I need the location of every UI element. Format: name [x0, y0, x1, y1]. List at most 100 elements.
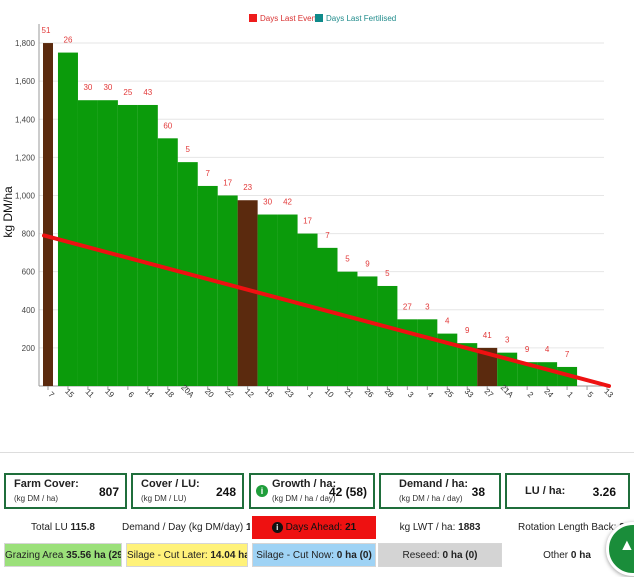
bar-label: 4 — [545, 345, 550, 354]
bar — [43, 43, 53, 386]
bar — [417, 319, 438, 386]
bar-label: 30 — [83, 83, 92, 92]
y-tick-label: 800 — [22, 230, 36, 239]
growth-per-ha-card[interactable]: i Growth / ha: (kg DM / ha / day) 42 (58… — [249, 473, 375, 509]
grazing-area-label: Grazing Area — [5, 550, 67, 561]
silage-cut-later-pill[interactable]: Silage - Cut Later: 14.04 ha (7) — [126, 543, 248, 567]
bar — [517, 362, 538, 386]
reseed-label: Reseed: — [402, 550, 443, 561]
growth-per-ha-value: 42 (58) — [328, 485, 367, 499]
up-arrow-icon: ▲ — [619, 537, 634, 554]
x-tick-label: 16 — [263, 387, 276, 400]
y-tick-label: 1,200 — [15, 153, 36, 162]
x-tick-label: 14 — [143, 387, 156, 400]
farm-cover-title: Farm Cover: — [14, 478, 79, 490]
demand-line — [42, 233, 611, 388]
silage-cut-now-pill[interactable]: Silage - Cut Now: 0 ha (0) — [252, 543, 376, 567]
y-tick-label: 1,400 — [15, 115, 36, 124]
bar-label: 7 — [325, 231, 330, 240]
farm-cover-value: 807 — [98, 485, 119, 499]
legend-swatch — [249, 14, 257, 22]
reseed-pill[interactable]: Reseed: 0 ha (0) — [378, 543, 502, 567]
bar-label: 4 — [445, 317, 450, 326]
farm-cover-unit: (kg DM / ha) — [14, 494, 59, 503]
bar — [97, 100, 118, 387]
x-tick-label: 25 — [443, 387, 456, 400]
x-tick-label: 12 — [243, 387, 256, 400]
demand-per-day-label: Demand / Day (kg DM/day) — [122, 522, 246, 533]
bar — [337, 271, 358, 386]
kg-lwt-per-ha-label: kg LWT / ha: — [399, 522, 459, 533]
x-tick-label: 13 — [602, 387, 615, 400]
x-tick-label: 15 — [63, 387, 76, 400]
demand-per-ha-card[interactable]: Demand / ha: (kg DM / ha / day) 38 — [379, 473, 501, 509]
kg-lwt-per-ha-value: 1883 — [458, 522, 481, 533]
x-tick-label: 3 — [406, 390, 416, 400]
info-icon[interactable]: i — [256, 485, 268, 497]
x-tick-label: 19 — [103, 387, 116, 400]
x-tick-label: 7 — [46, 390, 56, 400]
x-tick-label: 28 — [383, 387, 396, 400]
x-tick-label: 33 — [463, 387, 476, 400]
bar-label: 7 — [205, 169, 210, 178]
silage-cut-later-label: Silage - Cut Later: — [127, 550, 211, 561]
lu-per-ha-card[interactable]: LU / ha: 3.26 — [505, 473, 630, 509]
bar — [437, 333, 458, 386]
x-tick-label: 22 — [223, 387, 236, 400]
bar-label: 17 — [303, 217, 312, 226]
bar-label: 30 — [103, 83, 112, 92]
x-tick-label: 5 — [585, 390, 595, 400]
bar-label: 5 — [186, 145, 191, 154]
y-tick-label: 200 — [22, 344, 36, 353]
bar-label: 9 — [525, 345, 530, 354]
bar-label: 25 — [123, 88, 132, 97]
x-tick-label: 23 — [283, 387, 296, 400]
bar — [137, 104, 158, 386]
x-tick-label: 24 — [542, 387, 555, 400]
x-tick-label: 21 — [343, 387, 356, 400]
other-label: Other — [543, 550, 571, 561]
bar — [317, 247, 338, 386]
bar-label: 60 — [163, 121, 172, 130]
days-ahead-stat[interactable]: i Days Ahead: 21 — [252, 516, 376, 539]
bar-label: 17 — [223, 178, 232, 187]
y-tick-label: 600 — [22, 268, 36, 277]
x-tick-label: 10 — [323, 387, 336, 400]
bar-label: 42 — [283, 198, 292, 207]
demand-per-ha-unit: (kg DM / ha / day) — [399, 494, 463, 503]
kg-lwt-per-ha-stat: kg LWT / ha: 1883 — [378, 516, 502, 539]
bar — [377, 285, 398, 386]
total-lu-stat: Total LU 115.8 — [4, 516, 122, 539]
x-tick-label: 6 — [126, 390, 136, 400]
demand-per-ha-value: 38 — [471, 485, 485, 499]
bar — [397, 319, 418, 386]
bar — [257, 214, 278, 386]
bar-label: 26 — [64, 36, 73, 45]
bar-label: 7 — [565, 350, 570, 359]
grass-wedge-chart: Days Last Event Days Last Fertilised 200 40… — [0, 14, 634, 453]
bar-label: 27 — [403, 302, 412, 311]
bar — [357, 276, 378, 386]
rotation-length-label: Rotation Length Back: — [518, 522, 620, 533]
cover-per-lu-value: 248 — [215, 485, 236, 499]
bar-label: 3 — [425, 302, 430, 311]
y-tick-label: 1,600 — [15, 77, 36, 86]
x-tick-label: 26 — [363, 387, 376, 400]
lu-per-ha-value: 3.26 — [592, 485, 616, 499]
bar-label: 5 — [345, 255, 350, 264]
cover-per-lu-unit: (kg DM / LU) — [141, 494, 187, 503]
grazing-area-pill[interactable]: Grazing Area 35.56 ha (29) — [4, 543, 122, 567]
y-tick-label: 1,800 — [15, 39, 36, 48]
farm-cover-card[interactable]: Farm Cover: (kg DM / ha) 807 — [4, 473, 127, 509]
silage-cut-now-label: Silage - Cut Now: — [256, 550, 337, 561]
bar — [457, 343, 478, 386]
silage-cut-later-value: 14.04 ha (7) — [210, 550, 247, 561]
bar — [117, 104, 138, 386]
bar-label: 51 — [42, 26, 51, 35]
cover-per-lu-card[interactable]: Cover / LU: (kg DM / LU) 248 — [131, 473, 244, 509]
other-value: 0 ha — [570, 550, 591, 561]
info-icon[interactable]: i — [271, 521, 283, 533]
total-lu-label: Total LU — [31, 522, 71, 533]
growth-per-ha-title: Growth / ha: — [272, 478, 337, 490]
demand-per-ha-title: Demand / ha: — [399, 478, 469, 490]
